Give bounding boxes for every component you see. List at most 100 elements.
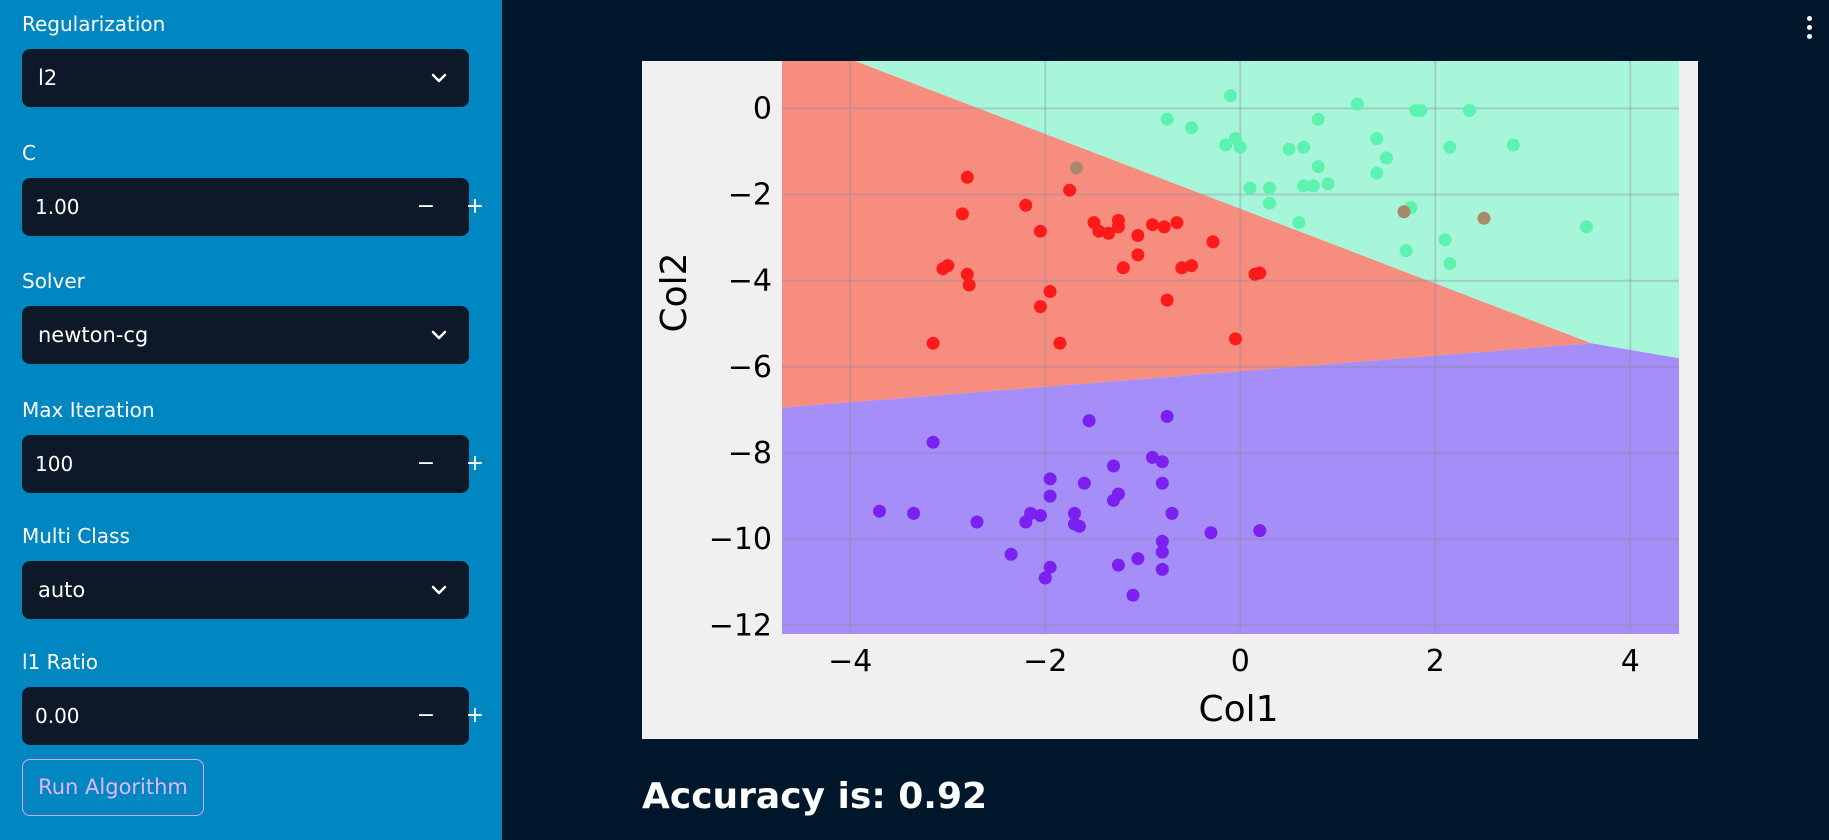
c-decrement-button[interactable]: −: [416, 194, 436, 219]
main-menu-icon[interactable]: [1806, 16, 1814, 42]
chevron-down-icon: [431, 330, 447, 340]
region-red: [782, 61, 1592, 408]
data-point: [1206, 235, 1220, 249]
data-point: [1233, 140, 1247, 154]
data-point: [1116, 261, 1130, 275]
data-point: [1204, 526, 1218, 540]
data-point: [1397, 205, 1411, 219]
run-algorithm-button[interactable]: Run Algorithm: [22, 759, 204, 816]
data-point: [1004, 547, 1018, 561]
region-green: [855, 61, 1679, 359]
y-tick-label: −2: [728, 178, 772, 213]
regularization-value: l2: [38, 66, 58, 90]
data-point: [1077, 476, 1091, 490]
y-tick-label: −12: [709, 608, 772, 643]
data-point: [960, 267, 974, 281]
max-iteration-decrement-button[interactable]: −: [416, 451, 436, 476]
data-point: [1282, 142, 1296, 156]
data-point: [1185, 259, 1198, 273]
data-point: [1306, 179, 1320, 193]
data-point: [1131, 552, 1145, 566]
data-point: [955, 207, 969, 221]
data-point: [1311, 160, 1325, 174]
multi-class-label: Multi Class: [22, 524, 130, 548]
x-tick-label: 4: [1621, 644, 1640, 679]
regularization-select[interactable]: l2: [22, 49, 469, 107]
data-point: [1033, 509, 1047, 522]
data-point: [1160, 112, 1174, 126]
c-number-input[interactable]: 1.00 − +: [22, 178, 484, 236]
y-tick-label: −4: [728, 264, 772, 299]
data-point: [926, 435, 940, 449]
c-increment-button[interactable]: +: [465, 194, 485, 219]
data-point: [1297, 140, 1311, 154]
data-point: [1160, 293, 1174, 307]
max-iteration-increment-button[interactable]: +: [465, 451, 485, 476]
data-point: [936, 262, 950, 276]
l1-ratio-decrement-button[interactable]: −: [416, 703, 436, 728]
scatter-chart: −4 −2 0 2 4 0 −2 −4 −6 −8 −10 −12 Col1 Col2: [654, 61, 1679, 730]
l1-ratio-label: l1 Ratio: [22, 650, 98, 674]
l1-ratio-number-input[interactable]: 0.00 − +: [22, 687, 484, 745]
data-point: [1126, 588, 1140, 602]
data-point: [1263, 196, 1276, 210]
data-point: [1155, 455, 1169, 469]
c-value[interactable]: 1.00: [35, 195, 80, 219]
data-point: [1160, 409, 1174, 423]
data-point: [1068, 506, 1081, 520]
solver-value: newton-cg: [38, 323, 149, 347]
chevron-down-icon: [431, 73, 447, 83]
data-point: [1107, 459, 1120, 473]
data-point: [1253, 266, 1267, 280]
data-point: [873, 504, 886, 518]
solver-label: Solver: [22, 269, 85, 293]
data-point: [1443, 140, 1457, 154]
data-point: [962, 278, 976, 292]
data-point: [1350, 97, 1364, 111]
data-point: [1155, 545, 1169, 559]
data-point: [1321, 177, 1335, 191]
l1-ratio-value[interactable]: 0.00: [35, 704, 80, 728]
y-axis-label: Col2: [654, 252, 695, 332]
data-point: [1033, 224, 1047, 238]
data-point: [1102, 226, 1116, 240]
x-tick-label: 2: [1426, 644, 1445, 679]
sidebar: Regularization l2 C 1.00 − + Solver newt…: [0, 0, 502, 840]
data-point: [1165, 506, 1179, 520]
data-point: [1107, 493, 1120, 507]
data-point: [1111, 220, 1125, 234]
y-tick-label: −10: [709, 522, 772, 557]
max-iteration-number-input[interactable]: 100 − +: [22, 435, 484, 493]
data-point: [1170, 216, 1184, 230]
data-point: [1019, 515, 1033, 529]
data-point: [1053, 336, 1067, 350]
data-point: [1033, 300, 1047, 314]
data-point: [1219, 138, 1233, 152]
data-point: [970, 515, 984, 529]
chevron-down-icon: [431, 585, 447, 595]
data-point: [1292, 216, 1306, 230]
data-point: [1380, 151, 1393, 165]
x-tick-label: 0: [1231, 644, 1250, 679]
data-point: [1157, 220, 1171, 234]
data-point: [1131, 229, 1145, 242]
c-label: C: [22, 141, 36, 165]
data-point: [1019, 198, 1033, 212]
data-point: [1043, 560, 1057, 574]
data-point: [1185, 121, 1198, 135]
x-tick-label: −2: [1023, 644, 1067, 679]
data-point: [1477, 211, 1491, 225]
data-point: [1043, 489, 1057, 503]
data-point: [1038, 571, 1052, 585]
max-iteration-label: Max Iteration: [22, 398, 155, 422]
l1-ratio-increment-button[interactable]: +: [465, 703, 485, 728]
data-point: [926, 336, 940, 350]
region-purple: [782, 343, 1679, 634]
decision-boundary-plot: −4 −2 0 2 4 0 −2 −4 −6 −8 −10 −12 Col1 Col2: [642, 61, 1698, 739]
multi-class-value: auto: [38, 578, 86, 602]
multi-class-select[interactable]: auto: [22, 561, 469, 619]
solver-select[interactable]: newton-cg: [22, 306, 469, 364]
max-iteration-value[interactable]: 100: [35, 452, 74, 476]
x-axis-label: Col1: [1198, 689, 1278, 730]
data-point: [1506, 138, 1520, 152]
